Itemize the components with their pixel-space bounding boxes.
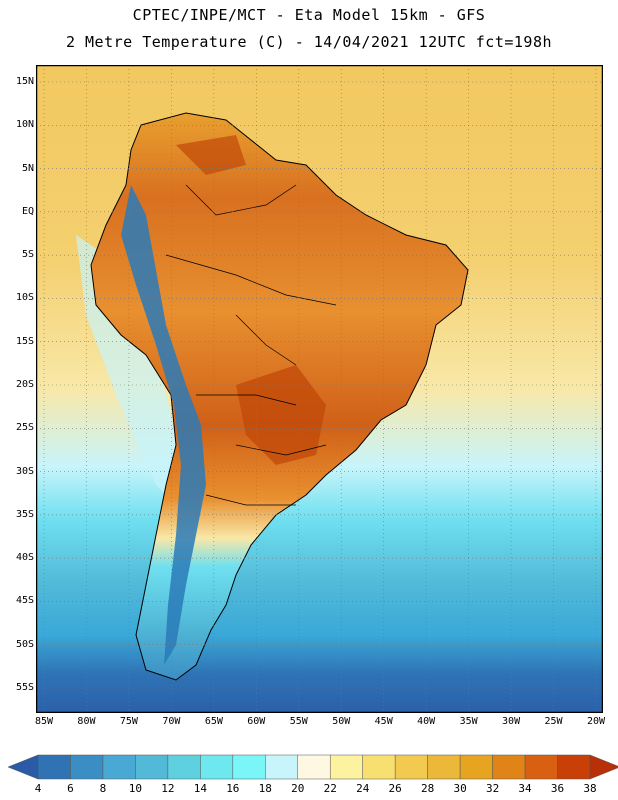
lon-label: 55W — [289, 716, 308, 727]
colorbar-segment — [70, 754, 104, 780]
lon-label: 70W — [162, 716, 181, 727]
colorbar-tick-label: 30 — [453, 782, 467, 795]
colorbar-segment — [297, 754, 331, 780]
colorbar-tick-label: 38 — [583, 782, 597, 795]
map-subtitle: 2 Metre Temperature (C) - 14/04/2021 12U… — [65, 33, 553, 51]
lat-label: 10S — [15, 292, 34, 304]
lon-label: 30W — [502, 716, 521, 727]
heat-core — [236, 365, 326, 465]
colorbar-segment — [557, 754, 591, 780]
colorbar-tick-label: 32 — [485, 782, 500, 795]
lat-label: 25S — [15, 422, 34, 434]
lat-label: 45S — [15, 595, 34, 607]
colorbar-tick-label: 36 — [550, 782, 565, 795]
lon-label: 65W — [204, 716, 223, 727]
lat-label: EQ — [21, 205, 34, 217]
colorbar-segment — [492, 754, 526, 780]
colorbar-segment — [459, 754, 493, 780]
colorbar-tick-label: 12 — [161, 782, 175, 795]
lon-label: 35W — [459, 716, 478, 727]
lon-label: 45W — [374, 716, 393, 727]
colorbar-tick-label: 10 — [128, 782, 143, 795]
lon-label: 50W — [332, 716, 351, 727]
colorbar-segment — [394, 754, 428, 780]
map-border — [36, 65, 603, 713]
colorbar-low-arrow — [8, 754, 39, 780]
lat-label: 10N — [15, 119, 34, 131]
country-borders — [165, 184, 337, 506]
lat-label: 5N — [21, 162, 34, 174]
lon-label: 75W — [119, 716, 138, 727]
lat-lon-grid — [36, 65, 603, 713]
colorbar-tick-label: 24 — [356, 782, 370, 795]
lon-label: 60W — [247, 716, 266, 727]
lat-label: 30S — [15, 465, 34, 477]
lat-label: 15S — [15, 335, 34, 347]
lon-label: 25W — [544, 716, 563, 727]
colorbar-tick-label: 6 — [67, 782, 74, 795]
lat-label: 40S — [15, 552, 34, 564]
lat-label: 50S — [15, 638, 34, 650]
colorbar-tick-label: 20 — [291, 782, 305, 795]
colorbar-tick-label: 14 — [193, 782, 207, 795]
lat-label: 35S — [15, 508, 34, 520]
colorbar-segment — [265, 754, 299, 780]
andes-cold-spine — [121, 185, 206, 665]
colorbar-tick-label: 34 — [518, 782, 532, 795]
map-title: CPTEC/INPE/MCT - Eta Model 15km - GFS — [132, 6, 486, 24]
colorbar-segment — [167, 754, 201, 780]
lon-label: 85W — [34, 716, 54, 727]
lat-label: 15N — [15, 76, 34, 87]
colorbar-tick-label: 28 — [421, 782, 435, 795]
colorbar-tick-label: 18 — [258, 782, 272, 795]
colorbar-segment — [102, 754, 136, 780]
colorbar-segment — [232, 754, 266, 780]
lat-label: 5S — [21, 249, 34, 261]
temperature-map — [36, 65, 603, 713]
temperature-colorbar — [8, 754, 618, 780]
colorbar-segment — [329, 754, 363, 780]
heat-north — [176, 135, 246, 175]
lat-label: 20S — [15, 379, 34, 390]
colorbar-tick-label: 4 — [34, 782, 42, 795]
colorbar-high-arrow — [589, 754, 618, 780]
colorbar-tick-label: 8 — [99, 782, 107, 795]
lon-label: 20W — [586, 716, 606, 727]
lat-label: 55S — [15, 682, 34, 693]
colorbar-tick-label: 22 — [323, 782, 337, 795]
colorbar-segment — [200, 754, 234, 780]
lon-label: 80W — [77, 716, 96, 727]
colorbar-segment — [427, 754, 461, 780]
colorbar-tick-label: 16 — [226, 782, 240, 795]
colorbar-tick-label: 26 — [388, 782, 402, 795]
lon-label: 40W — [417, 716, 436, 727]
colorbar-segment — [37, 754, 71, 780]
colorbar-segment — [362, 754, 396, 780]
colorbar-segment — [524, 754, 558, 780]
colorbar-segment — [135, 754, 169, 780]
